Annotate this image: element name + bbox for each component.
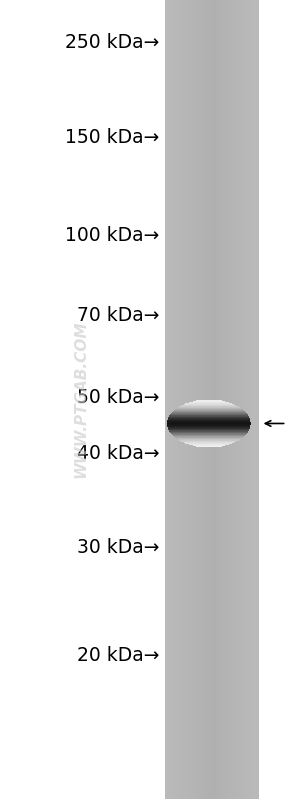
Bar — [185, 0, 186, 799]
Bar — [210, 0, 211, 799]
Text: 150 kDa→: 150 kDa→ — [65, 128, 160, 147]
Bar — [239, 0, 240, 799]
Bar — [198, 0, 199, 799]
Bar — [244, 0, 245, 799]
Text: 100 kDa→: 100 kDa→ — [65, 226, 160, 245]
Bar — [193, 0, 194, 799]
Bar — [187, 0, 188, 799]
Bar — [241, 0, 243, 799]
Bar — [180, 0, 181, 799]
Text: 30 kDa→: 30 kDa→ — [77, 538, 160, 557]
Bar — [166, 0, 167, 799]
Bar — [213, 0, 214, 799]
Bar — [251, 0, 252, 799]
Bar — [179, 0, 180, 799]
Bar — [168, 0, 169, 799]
Bar — [174, 0, 175, 799]
Bar — [245, 0, 246, 799]
Bar — [226, 0, 227, 799]
Bar — [211, 0, 212, 799]
Bar — [202, 0, 204, 799]
Bar — [191, 0, 192, 799]
Bar — [199, 0, 200, 799]
Bar — [169, 0, 170, 799]
Bar — [172, 0, 173, 799]
Bar — [215, 0, 217, 799]
Text: 70 kDa→: 70 kDa→ — [77, 306, 160, 325]
Bar — [207, 0, 209, 799]
Text: 40 kDa→: 40 kDa→ — [77, 443, 160, 463]
Bar — [246, 0, 247, 799]
Bar — [188, 0, 190, 799]
Bar — [224, 0, 225, 799]
Bar — [194, 0, 196, 799]
Bar — [173, 0, 174, 799]
Bar — [230, 0, 231, 799]
Bar — [212, 0, 213, 799]
Bar — [201, 0, 202, 799]
Bar — [258, 0, 259, 799]
Bar — [253, 0, 255, 799]
Bar — [220, 0, 221, 799]
Bar — [237, 0, 238, 799]
Bar — [236, 0, 237, 799]
Bar — [233, 0, 234, 799]
Bar — [227, 0, 228, 799]
Bar — [240, 0, 241, 799]
Bar — [247, 0, 249, 799]
Bar — [223, 0, 224, 799]
Bar — [175, 0, 177, 799]
Bar — [232, 0, 233, 799]
Bar — [243, 0, 244, 799]
Bar — [165, 0, 259, 799]
Text: 20 kDa→: 20 kDa→ — [77, 646, 160, 665]
Bar — [170, 0, 172, 799]
Bar — [186, 0, 187, 799]
Bar — [225, 0, 226, 799]
Bar — [219, 0, 220, 799]
Bar — [206, 0, 207, 799]
Bar — [204, 0, 205, 799]
Text: 50 kDa→: 50 kDa→ — [77, 388, 160, 407]
Bar — [218, 0, 219, 799]
Bar — [190, 0, 191, 799]
Text: WWW.PTGAB.COM: WWW.PTGAB.COM — [73, 320, 88, 479]
Bar — [228, 0, 230, 799]
Text: 250 kDa→: 250 kDa→ — [65, 33, 160, 52]
Bar — [200, 0, 201, 799]
Bar — [255, 0, 256, 799]
Bar — [196, 0, 197, 799]
Bar — [250, 0, 251, 799]
Bar — [178, 0, 179, 799]
Bar — [197, 0, 198, 799]
Bar — [214, 0, 215, 799]
Bar — [209, 0, 210, 799]
Bar — [256, 0, 257, 799]
Bar — [231, 0, 232, 799]
Bar — [177, 0, 178, 799]
Bar — [184, 0, 185, 799]
Bar — [182, 0, 184, 799]
Bar — [165, 0, 166, 799]
Bar — [238, 0, 239, 799]
Bar — [249, 0, 250, 799]
Bar — [234, 0, 236, 799]
Bar — [192, 0, 193, 799]
Bar — [205, 0, 206, 799]
Bar — [217, 0, 218, 799]
Bar — [167, 0, 168, 799]
Bar — [257, 0, 258, 799]
Bar — [252, 0, 253, 799]
Bar — [221, 0, 223, 799]
Bar — [181, 0, 183, 799]
